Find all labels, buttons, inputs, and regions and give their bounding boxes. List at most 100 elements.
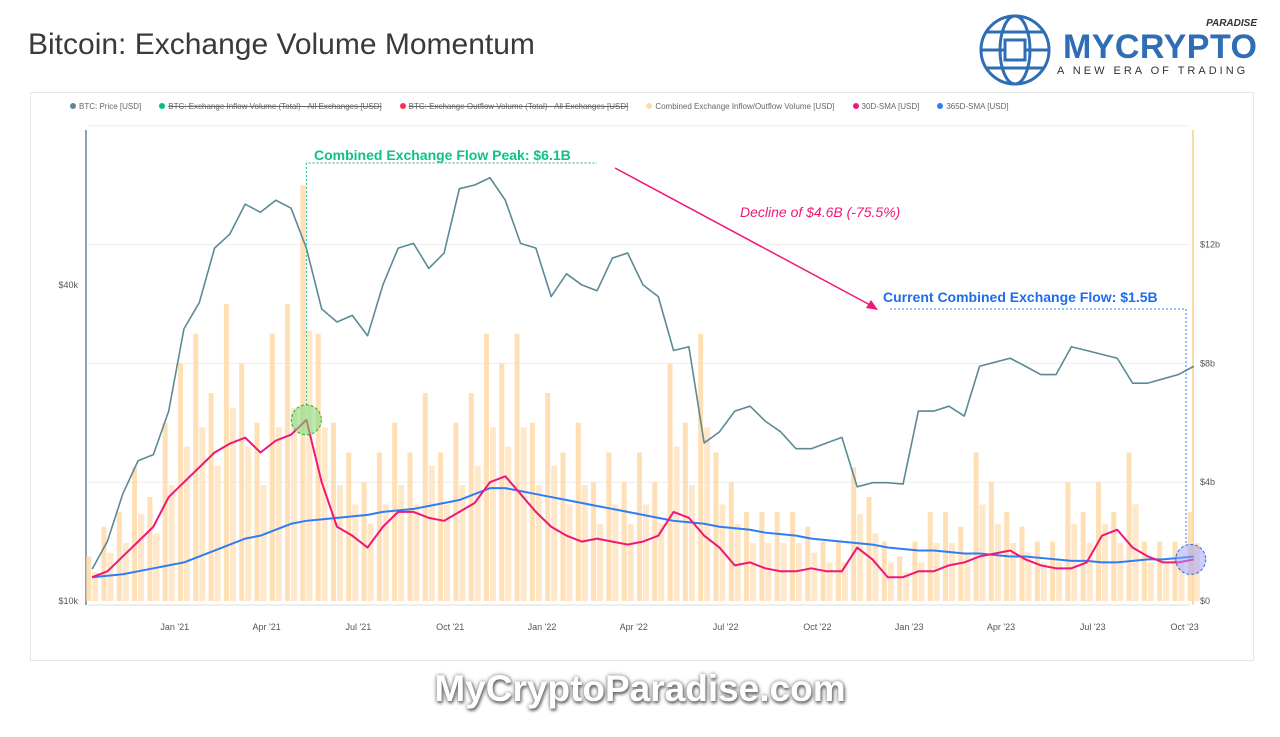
combined-volume-bar [728,482,734,601]
combined-volume-bar [897,556,903,601]
combined-volume-bar [336,485,343,601]
combined-volume-bar [229,407,236,601]
legend-item[interactable]: BTC: Price [USD] [70,102,141,111]
combined-volume-bar [1141,541,1147,601]
combined-volume-bar [352,504,359,601]
combined-volume-bar [591,482,597,601]
combined-volume-bar [245,446,252,601]
peak-leader-line [305,162,597,405]
legend-dot-icon [159,103,166,109]
right-tick-label: $0 [1200,596,1210,606]
x-tick-label: Oct '21 [436,622,464,632]
combined-volume-bar [214,465,221,601]
combined-volume-bar [275,427,282,601]
combined-volume-bar [86,556,92,601]
legend-dot-icon [70,103,76,109]
combined-volume-bar [759,511,765,601]
combined-volume-bar [1178,562,1185,601]
combined-volume-bar [239,363,245,601]
current-annotation: Current Combined Exchange Flow: $1.5B [883,289,1158,305]
combined-volume-bar [765,543,772,601]
right-tick-label: $12b [1200,240,1220,250]
combined-volume-bar [652,482,658,601]
combined-volume-bar [636,452,642,601]
combined-volume-bar [795,543,802,601]
price-line [91,176,1195,570]
combined-volume-bar [1034,541,1040,601]
combined-volume-bar [881,541,887,601]
legend: BTC: Price [USD] BTC: Exchange Inflow Vol… [70,102,1009,111]
x-tick-label: Jul '21 [346,622,372,632]
x-tick-label: Jul '22 [713,622,739,632]
combined-volume-bar [575,422,581,601]
legend-label: 30D-SMA [USD] [861,102,920,111]
combined-volume-bar [168,485,175,601]
left-tick-label: $40k [58,280,78,290]
globe-icon [979,14,1051,86]
decline-annotation: Decline of $4.6B (-75.5%) [740,204,900,220]
combined-volume-bar [988,482,994,601]
combined-volume-bar [872,533,879,601]
page-title: Bitcoin: Exchange Volume Momentum [28,28,535,61]
watermark: MyCryptoParadise.com [434,668,846,709]
right-tick-label: $8b [1200,358,1215,368]
combined-volume-bar [948,543,955,601]
combined-volume-bar [453,422,459,601]
combined-volume-bar [260,485,267,601]
combined-volume-bar [459,485,466,601]
combined-volume-bar [918,562,925,601]
combined-volume-bar [1019,526,1025,601]
combined-volume-bar [774,511,780,601]
combined-volume-bar [193,333,199,601]
legend-label: BTC: Price [USD] [79,102,142,111]
combined-volume-bar [300,185,306,601]
combined-volume-bar [551,465,558,601]
combined-volume-bar [483,333,489,601]
legend-dot-icon [399,103,406,109]
combined-volume-bar [269,333,275,601]
combined-volume-bar [912,541,918,601]
combined-volume-bar [887,562,894,601]
combined-volume-bar [1010,543,1017,601]
legend-item[interactable]: BTC: Exchange Inflow Volume (Total) - Al… [159,102,382,111]
combined-volume-bar [535,485,542,601]
combined-volume-bar [254,422,260,601]
combined-volume-bar [1025,552,1032,601]
combined-volume-bar [1071,523,1078,601]
combined-volume-bar [505,446,512,601]
legend-item[interactable]: BTC: Exchange Outflow Volume (Total) - A… [399,102,628,111]
legend-item[interactable]: 30D-SMA [USD] [852,102,920,111]
combined-volume-bar [422,393,428,601]
combined-volume-bar [468,393,474,601]
combined-volume-bar [132,467,138,601]
legend-item[interactable]: 365D-SMA [USD] [937,102,1009,111]
sma365-line [92,487,1194,579]
combined-volume-bar [841,562,848,601]
combined-volume-bar [1117,543,1124,601]
peak-annotation: Combined Exchange Flow Peak: $6.1B [314,147,571,163]
legend-label: 365D-SMA [USD] [946,102,1009,111]
peak-marker [290,404,322,436]
combined-volume-bar [208,393,214,601]
combined-volume-bar [489,427,496,601]
combined-volume-bar [688,485,695,601]
combined-volume-bar [101,526,107,601]
combined-volume-bar [1056,562,1063,601]
combined-volume-bar [942,511,948,601]
combined-volume-bar [321,427,328,601]
left-tick-label: $10k [58,596,78,606]
combined-volume-bar [560,452,566,601]
combined-volume-bar [1172,541,1178,601]
combined-volume-bar [438,452,444,601]
combined-volume-bar [1086,543,1093,601]
combined-volume-bar [529,422,535,601]
combined-volume-bar [162,422,168,601]
legend-item[interactable]: Combined Exchange Inflow/Outflow Volume … [646,102,835,111]
combined-volume-bar [811,552,818,601]
logo: PARADISE MYCRYPTO A NEW ERA OF TRADING [979,14,1257,86]
x-tick-label: Oct '22 [803,622,831,632]
combined-volume-bar [330,422,336,601]
decline-arrow [614,167,873,307]
combined-volume-bar [621,482,627,601]
combined-volume-bar [116,511,122,601]
